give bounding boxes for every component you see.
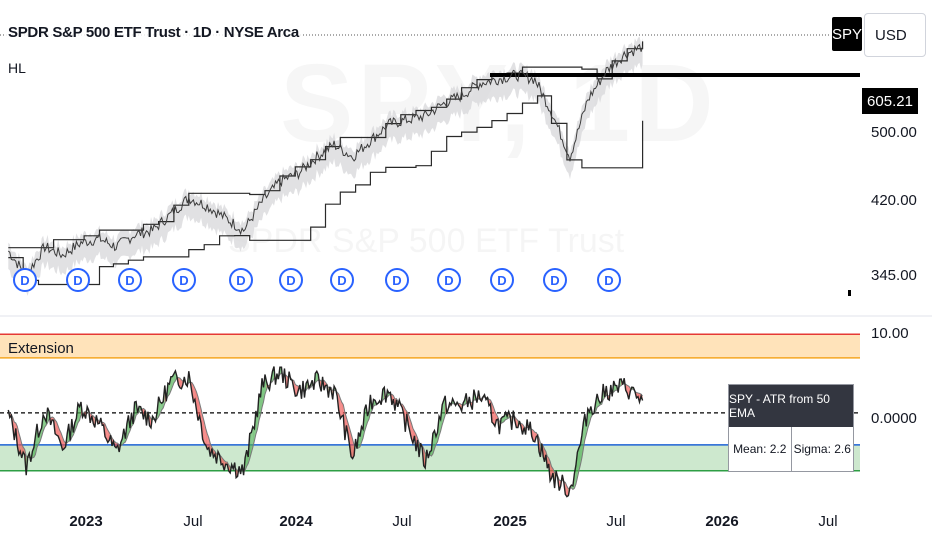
- extension-fill: [533, 430, 535, 442]
- lower-channel-line: [8, 95, 644, 286]
- price-line: [7, 43, 644, 280]
- extension-fill: [577, 447, 579, 478]
- price-tick-label: 345.00: [871, 267, 917, 284]
- overextended-band: [0, 334, 860, 358]
- extension-pane: [0, 333, 860, 498]
- indicator-label[interactable]: HL: [8, 60, 26, 76]
- extension-label[interactable]: Extension: [8, 340, 74, 357]
- stats-table: SPY - ATR from 50 EMA Mean: 2.2 Sigma: 2…: [728, 384, 854, 472]
- dividend-marker[interactable]: D: [279, 268, 303, 292]
- time-tick-label: Jul: [606, 513, 626, 530]
- dividend-marker[interactable]: D: [437, 268, 461, 292]
- range-band: [8, 36, 643, 296]
- extension-fill: [77, 403, 80, 423]
- extension-fill: [340, 398, 342, 419]
- extension-fill: [193, 385, 195, 402]
- time-tick-label: 2023: [69, 513, 103, 530]
- axis-marker: [848, 290, 851, 296]
- time-tick-label: Jul: [818, 513, 838, 530]
- dividend-marker[interactable]: D: [597, 268, 621, 292]
- time-tick-label: 2026: [705, 513, 739, 530]
- extension-fill: [179, 378, 182, 389]
- price-tick-label: 420.00: [871, 192, 917, 209]
- dividend-marker[interactable]: D: [172, 268, 196, 292]
- dividend-marker[interactable]: D: [13, 268, 37, 292]
- extension-fill: [251, 426, 253, 453]
- stats-sigma: Sigma: 2.6: [793, 442, 851, 456]
- extension-fill: [338, 394, 341, 419]
- time-tick-label: 2024: [279, 513, 313, 530]
- dividend-marker[interactable]: D: [118, 268, 142, 292]
- dividend-marker[interactable]: D: [330, 268, 354, 292]
- extension-fill: [259, 393, 261, 421]
- chart-title: SPDR S&P 500 ETF Trust · 1D · NYSE Arca: [6, 24, 301, 41]
- extension-signal-line: [7, 372, 643, 491]
- stats-title: SPY - ATR from 50 EMA: [729, 385, 853, 427]
- time-tick-label: 2025: [493, 513, 527, 530]
- stats-mean: Mean: 2.2: [729, 427, 792, 471]
- dividend-marker[interactable]: D: [229, 268, 253, 292]
- extension-line: [7, 366, 644, 498]
- dividend-marker[interactable]: D: [543, 268, 567, 292]
- extension-fill: [443, 395, 446, 420]
- currency-selector[interactable]: USD: [864, 13, 926, 57]
- extension-fill: [502, 416, 504, 423]
- extension-fill: [295, 384, 297, 397]
- name-watermark: SPDR S&P 500 ETF Trust: [228, 222, 624, 261]
- extension-fill: [516, 418, 518, 428]
- last-price-tag: 605.21: [862, 88, 918, 114]
- oversold-band: [0, 444, 860, 471]
- dividend-marker[interactable]: D: [385, 268, 409, 292]
- extension-fill: [341, 402, 344, 417]
- upper-channel-line: [8, 41, 644, 249]
- price-tick-label: 500.00: [871, 124, 917, 141]
- extension-fill: [249, 432, 252, 459]
- extension-tick-label: 10.00: [871, 325, 909, 342]
- dividend-marker[interactable]: D: [490, 268, 514, 292]
- time-tick-label: Jul: [183, 513, 203, 530]
- symbol-badge: SPY: [832, 17, 862, 51]
- extension-tick-label: 0.0000: [871, 410, 917, 427]
- dividend-marker[interactable]: D: [66, 268, 90, 292]
- time-tick-label: Jul: [392, 513, 412, 530]
